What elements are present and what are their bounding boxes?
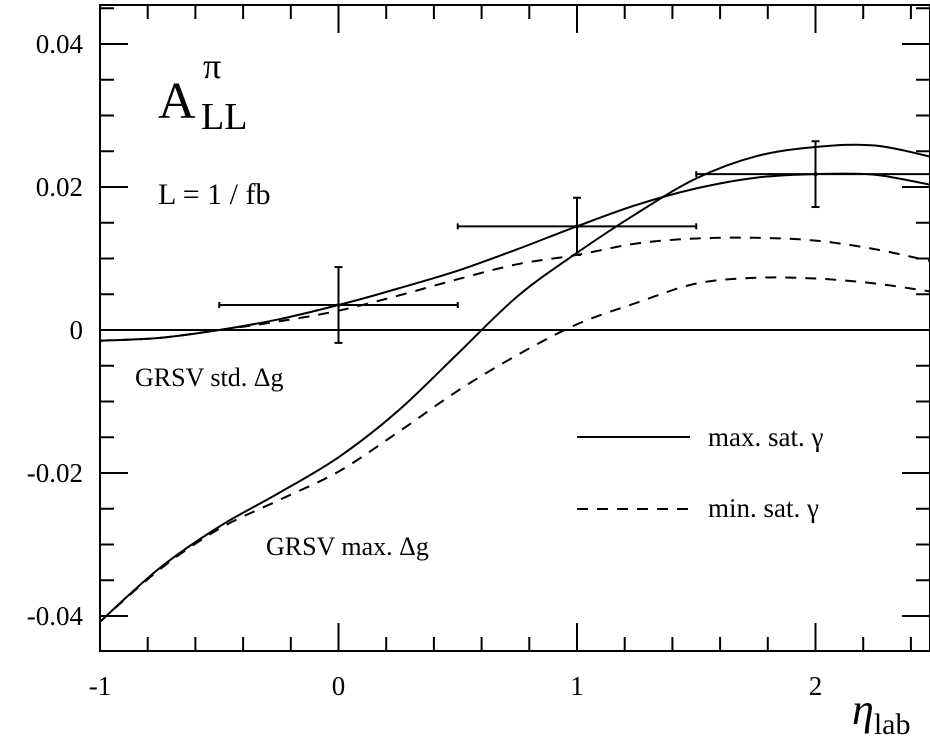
- y-tick-label: -0.04: [27, 601, 84, 631]
- y-tick-label: -0.02: [27, 458, 83, 488]
- error-bar-point: [575, 224, 579, 229]
- grsv-max-label: GRSV max. Δg: [266, 532, 429, 561]
- x-axis-title-sub: lab: [874, 708, 911, 741]
- error-bars: [218, 140, 929, 344]
- legend-label-max: max. sat. γ: [708, 422, 823, 452]
- x-tick-label: 1: [570, 671, 584, 701]
- x-tick-labels: -1 0 1 2: [89, 671, 823, 701]
- curve-solid-2: [99, 143, 930, 623]
- error-bar-point: [813, 172, 818, 177]
- x-axis-title: ηlab: [852, 685, 910, 741]
- grsv-std-label: GRSV std. Δg: [135, 363, 283, 392]
- quantity-label-main: A: [158, 73, 196, 130]
- x-tick-label: 2: [809, 671, 823, 701]
- luminosity-label: L = 1 / fb: [158, 178, 270, 211]
- y-tick-labels: -0.04 -0.02 0 0.02 0.04: [27, 29, 84, 631]
- x-tick-label: 0: [332, 671, 346, 701]
- legend: max. sat. γ min. sat. γ: [577, 422, 823, 523]
- curve-dashed-1: [99, 236, 930, 342]
- plot-frame: [99, 4, 930, 652]
- curve-dashed-3: [99, 276, 930, 623]
- axis-ticks: [100, 5, 930, 651]
- x-tick-label: -1: [89, 671, 112, 701]
- x-axis-title-main: η: [852, 685, 874, 734]
- legend-label-min: min. sat. γ: [708, 493, 819, 523]
- quantity-label-sub: LL: [201, 96, 247, 138]
- y-tick-label: 0.04: [36, 29, 84, 59]
- error-bar-point: [336, 302, 341, 307]
- y-tick-label: 0: [70, 315, 84, 345]
- y-tick-label: 0.02: [36, 172, 83, 202]
- quantity-label-sup: π: [203, 46, 221, 86]
